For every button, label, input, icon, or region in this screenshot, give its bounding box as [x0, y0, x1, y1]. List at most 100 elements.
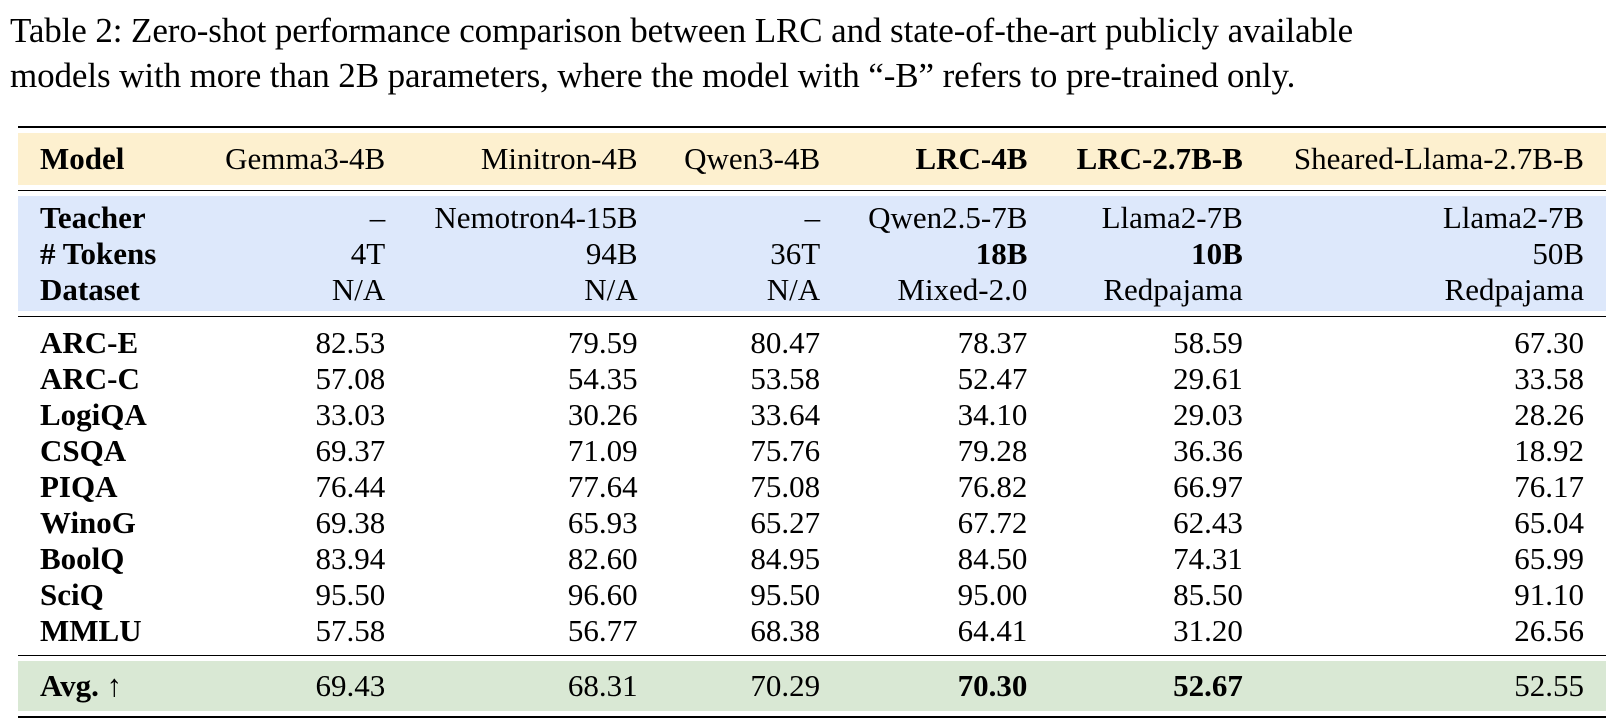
meta-value: Redpajama: [1103, 272, 1243, 307]
score-cell: 84.50: [957, 541, 1028, 576]
table-row: PIQA 76.44 77.64 75.08 76.82 66.97 76.17: [18, 469, 1606, 505]
score-cell: 34.10: [957, 397, 1028, 432]
score-cell: 64.41: [957, 613, 1028, 648]
score-cell: 67.72: [957, 505, 1028, 540]
average-value: 70.29: [750, 668, 821, 703]
top-rule: [18, 126, 1606, 128]
table-row: WinoG 69.38 65.93 65.27 67.72 62.43 65.0…: [18, 505, 1606, 541]
meta-row-tokens: # Tokens 4T 94B 36T 18B 10B 50B: [18, 236, 1606, 272]
score-cell: 83.94: [315, 541, 386, 576]
table-row: BoolQ 83.94 82.60 84.95 84.50 74.31 65.9…: [18, 541, 1606, 577]
meta-value: N/A: [331, 272, 386, 307]
score-cell: 78.37: [957, 325, 1028, 360]
benchmark-label: CSQA: [40, 433, 127, 468]
meta-value: Mixed-2.0: [897, 272, 1028, 307]
benchmark-label: PIQA: [40, 469, 118, 504]
benchmark-label: ARC-C: [40, 361, 140, 396]
average-band: Avg. ↑ 69.43 68.31 70.29 70.30 52.67 52.…: [18, 661, 1606, 711]
score-cell: 75.76: [750, 433, 821, 468]
benchmark-label: MMLU: [40, 613, 142, 648]
meta-value: 50B: [1532, 236, 1584, 271]
benchmark-label: ARC-E: [40, 325, 139, 360]
average-value: 70.30: [957, 668, 1028, 703]
benchmark-label: LogiQA: [40, 397, 147, 432]
meta-value: Nemotron4-15B: [434, 200, 638, 235]
header-rule: [18, 190, 1606, 191]
average-value: 52.67: [1173, 668, 1243, 703]
average-value: 69.43: [315, 668, 386, 703]
score-cell: 65.27: [750, 505, 821, 540]
score-cell: 79.28: [957, 433, 1028, 468]
score-cell: 53.58: [750, 361, 821, 396]
score-cell: 28.26: [1514, 397, 1584, 432]
average-label: Avg. ↑: [40, 668, 123, 703]
meta-value: 10B: [1191, 236, 1243, 271]
model-name: LRC-4B: [915, 141, 1028, 176]
table-row: ARC-C 57.08 54.35 53.58 52.47 29.61 33.5…: [18, 361, 1606, 397]
score-cell: 82.60: [567, 541, 638, 576]
meta-label: Dataset: [40, 272, 140, 307]
meta-rule: [18, 316, 1606, 317]
table-row: MMLU 57.58 56.77 68.38 64.41 31.20 26.56: [18, 613, 1606, 649]
meta-value: –: [804, 200, 821, 235]
benchmark-rows: ARC-E 82.53 79.59 80.47 78.37 58.59 67.3…: [18, 325, 1606, 649]
score-cell: 57.08: [315, 361, 386, 396]
meta-value: N/A: [584, 272, 638, 307]
meta-value: Qwen2.5-7B: [868, 200, 1028, 235]
model-header-label: Model: [40, 141, 125, 176]
model-name: Sheared-Llama-2.7B-B: [1293, 141, 1584, 176]
model-name: Minitron-4B: [480, 141, 638, 176]
meta-value: 4T: [350, 236, 386, 271]
score-cell: 67.30: [1514, 325, 1584, 360]
meta-value: Redpajama: [1444, 272, 1584, 307]
benchmark-label: WinoG: [40, 505, 136, 540]
score-cell: 84.95: [750, 541, 821, 576]
score-cell: 76.17: [1514, 469, 1584, 504]
score-cell: 57.58: [315, 613, 386, 648]
table-row: ARC-E 82.53 79.59 80.47 78.37 58.59 67.3…: [18, 325, 1606, 361]
score-cell: 33.03: [315, 397, 386, 432]
score-cell: 82.53: [315, 325, 386, 360]
score-cell: 26.56: [1514, 613, 1584, 648]
score-cell: 52.47: [957, 361, 1028, 396]
score-cell: 95.50: [315, 577, 386, 612]
score-cell: 18.92: [1514, 433, 1584, 468]
meta-row-dataset: Dataset N/A N/A N/A Mixed-2.0 Redpajama …: [18, 272, 1606, 308]
meta-value: N/A: [766, 272, 821, 307]
score-cell: 33.64: [750, 397, 821, 432]
benchmark-label: SciQ: [40, 577, 104, 612]
score-cell: 71.09: [567, 433, 638, 468]
score-cell: 91.10: [1514, 577, 1584, 612]
average-rule: [18, 655, 1606, 656]
score-cell: 65.93: [567, 505, 638, 540]
score-cell: 76.82: [957, 469, 1028, 504]
score-cell: 29.61: [1173, 361, 1243, 396]
score-cell: 77.64: [567, 469, 638, 504]
meta-label: # Tokens: [40, 236, 157, 271]
score-cell: 68.38: [750, 613, 821, 648]
meta-value: 18B: [975, 236, 1028, 271]
score-cell: 54.35: [567, 361, 638, 396]
score-cell: 31.20: [1173, 613, 1243, 648]
meta-band: Teacher – Nemotron4-15B – Qwen2.5-7B Lla…: [18, 196, 1606, 311]
score-cell: 65.04: [1514, 505, 1584, 540]
model-header-band: Model Gemma3-4B Minitron-4B Qwen3-4B LRC…: [18, 133, 1606, 185]
score-cell: 62.43: [1173, 505, 1243, 540]
score-cell: 69.38: [315, 505, 386, 540]
meta-row-teacher: Teacher – Nemotron4-15B – Qwen2.5-7B Lla…: [18, 200, 1606, 236]
meta-value: Llama2-7B: [1442, 200, 1584, 235]
score-cell: 96.60: [567, 577, 638, 612]
score-cell: 75.08: [750, 469, 821, 504]
caption-line-2: models with more than 2B parameters, whe…: [10, 56, 1296, 95]
score-cell: 80.47: [750, 325, 821, 360]
caption-line-1: Table 2: Zero-shot performance compariso…: [10, 11, 1354, 50]
score-cell: 30.26: [567, 397, 638, 432]
model-header-row: Model Gemma3-4B Minitron-4B Qwen3-4B LRC…: [18, 133, 1606, 185]
benchmark-band: ARC-E 82.53 79.59 80.47 78.37 58.59 67.3…: [18, 325, 1606, 649]
model-name: Qwen3-4B: [684, 141, 821, 176]
average-row: Avg. ↑ 69.43 68.31 70.29 70.30 52.67 52.…: [18, 661, 1606, 711]
score-cell: 74.31: [1173, 541, 1243, 576]
meta-label: Teacher: [40, 200, 146, 235]
score-cell: 65.99: [1514, 541, 1584, 576]
table-row: CSQA 69.37 71.09 75.76 79.28 36.36 18.92: [18, 433, 1606, 469]
